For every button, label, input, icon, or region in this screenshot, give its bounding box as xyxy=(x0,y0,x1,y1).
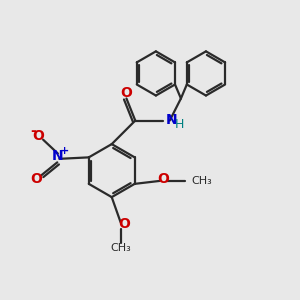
Text: CH₃: CH₃ xyxy=(191,176,212,186)
Text: CH₃: CH₃ xyxy=(110,243,131,253)
Text: O: O xyxy=(32,129,44,143)
Text: H: H xyxy=(175,118,184,130)
Text: O: O xyxy=(30,172,42,186)
Text: O: O xyxy=(118,217,130,231)
Text: O: O xyxy=(121,86,132,100)
Text: -: - xyxy=(30,124,36,138)
Text: O: O xyxy=(157,172,169,186)
Text: +: + xyxy=(59,146,69,157)
Text: N: N xyxy=(166,113,177,127)
Text: N: N xyxy=(52,149,64,164)
